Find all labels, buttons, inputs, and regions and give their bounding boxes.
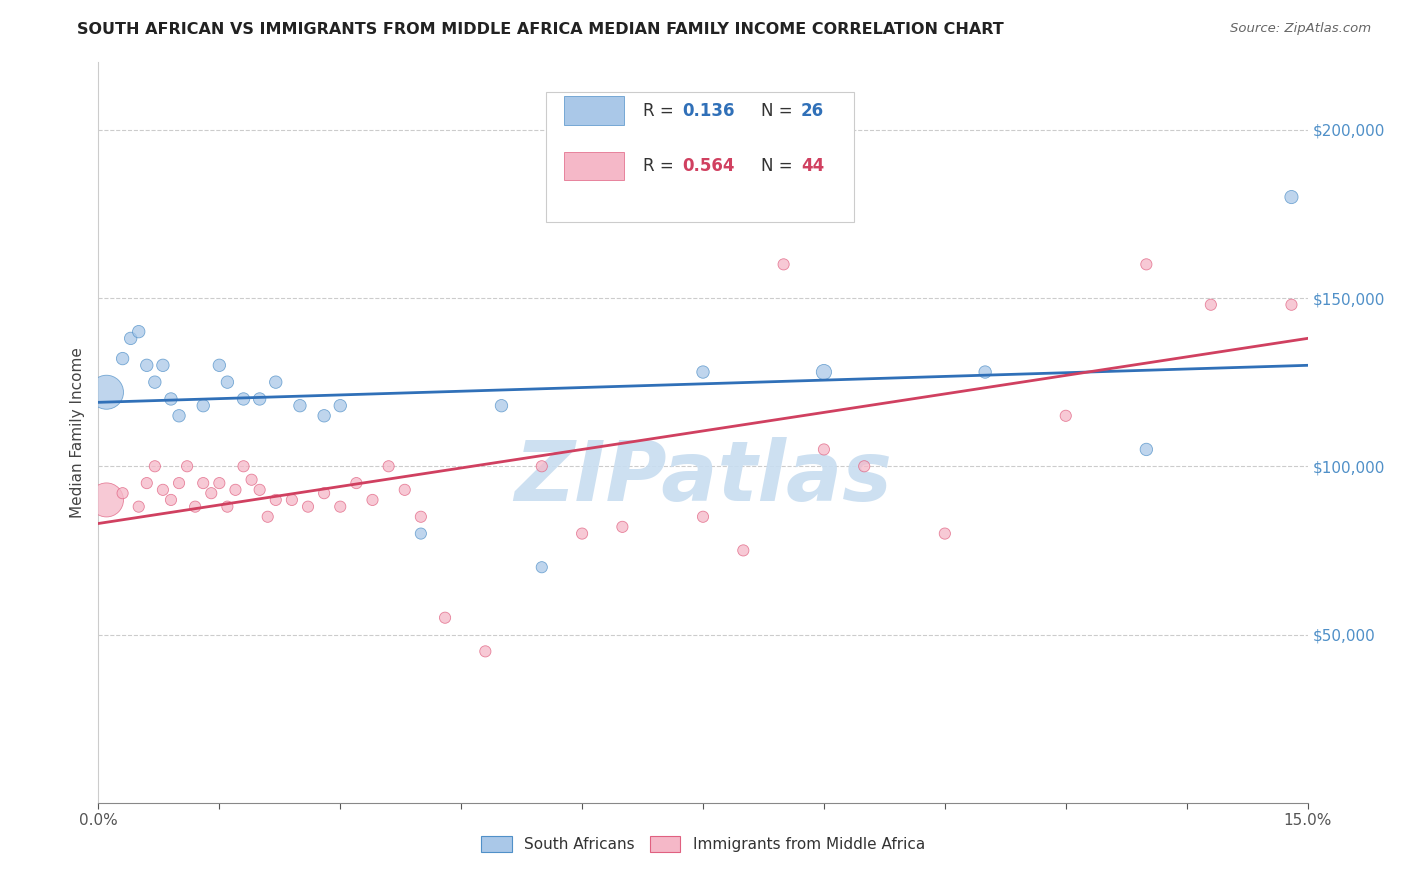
Text: 0.564: 0.564 bbox=[682, 157, 735, 175]
Point bbox=[530, 560, 553, 574]
Point bbox=[692, 509, 714, 524]
Y-axis label: Median Family Income: Median Family Income bbox=[69, 347, 84, 518]
Point bbox=[224, 483, 246, 497]
Point bbox=[152, 483, 174, 497]
Point bbox=[530, 459, 553, 474]
Point bbox=[249, 392, 271, 406]
Point bbox=[733, 543, 755, 558]
Point bbox=[232, 459, 254, 474]
Text: N =: N = bbox=[761, 102, 799, 120]
Point bbox=[208, 476, 231, 491]
Point bbox=[135, 359, 157, 373]
Point bbox=[217, 500, 239, 514]
Point bbox=[1135, 442, 1157, 457]
Point bbox=[329, 399, 352, 413]
Point bbox=[344, 476, 367, 491]
Text: ZIPatlas: ZIPatlas bbox=[515, 436, 891, 517]
Point bbox=[474, 644, 496, 658]
Point bbox=[193, 399, 215, 413]
Point bbox=[217, 375, 239, 389]
FancyBboxPatch shape bbox=[564, 96, 624, 125]
Point bbox=[152, 359, 174, 373]
Point bbox=[434, 610, 457, 624]
Point bbox=[377, 459, 399, 474]
Point bbox=[143, 459, 166, 474]
FancyBboxPatch shape bbox=[564, 152, 624, 180]
Point bbox=[571, 526, 593, 541]
Point bbox=[1281, 190, 1303, 204]
Point bbox=[240, 473, 263, 487]
Point bbox=[612, 520, 634, 534]
FancyBboxPatch shape bbox=[546, 92, 855, 221]
Point bbox=[853, 459, 876, 474]
Point bbox=[167, 476, 190, 491]
Point bbox=[394, 483, 416, 497]
Point bbox=[288, 399, 311, 413]
Point bbox=[491, 399, 513, 413]
Point bbox=[281, 492, 304, 507]
Point bbox=[120, 331, 142, 345]
Point bbox=[1135, 257, 1157, 271]
Point bbox=[128, 325, 150, 339]
Point bbox=[193, 476, 215, 491]
Point bbox=[264, 375, 287, 389]
Point bbox=[692, 365, 714, 379]
Point bbox=[249, 483, 271, 497]
Point bbox=[329, 500, 352, 514]
Point bbox=[314, 486, 336, 500]
Point bbox=[813, 442, 835, 457]
Point bbox=[143, 375, 166, 389]
Point bbox=[409, 526, 432, 541]
Point bbox=[772, 257, 794, 271]
Point bbox=[974, 365, 997, 379]
Point bbox=[111, 351, 134, 366]
Text: 44: 44 bbox=[801, 157, 824, 175]
Point bbox=[160, 492, 183, 507]
Text: 0.136: 0.136 bbox=[682, 102, 735, 120]
Text: N =: N = bbox=[761, 157, 799, 175]
Point bbox=[297, 500, 319, 514]
Point bbox=[176, 459, 198, 474]
Point bbox=[361, 492, 384, 507]
Point bbox=[232, 392, 254, 406]
Point bbox=[1199, 298, 1222, 312]
Text: R =: R = bbox=[643, 157, 679, 175]
Point bbox=[184, 500, 207, 514]
Point bbox=[167, 409, 190, 423]
Point bbox=[128, 500, 150, 514]
Text: SOUTH AFRICAN VS IMMIGRANTS FROM MIDDLE AFRICA MEDIAN FAMILY INCOME CORRELATION : SOUTH AFRICAN VS IMMIGRANTS FROM MIDDLE … bbox=[77, 22, 1004, 37]
Point bbox=[200, 486, 222, 500]
Point bbox=[135, 476, 157, 491]
Point bbox=[256, 509, 278, 524]
Point bbox=[813, 365, 835, 379]
Point bbox=[160, 392, 183, 406]
Point bbox=[1054, 409, 1077, 423]
Point bbox=[96, 385, 118, 400]
Legend: South Africans, Immigrants from Middle Africa: South Africans, Immigrants from Middle A… bbox=[475, 830, 931, 858]
Point bbox=[111, 486, 134, 500]
Point bbox=[409, 509, 432, 524]
Point bbox=[208, 359, 231, 373]
Text: 26: 26 bbox=[801, 102, 824, 120]
Point bbox=[264, 492, 287, 507]
Point bbox=[934, 526, 956, 541]
Text: Source: ZipAtlas.com: Source: ZipAtlas.com bbox=[1230, 22, 1371, 36]
Text: R =: R = bbox=[643, 102, 679, 120]
Point bbox=[96, 492, 118, 507]
Point bbox=[1281, 298, 1303, 312]
Point bbox=[314, 409, 336, 423]
